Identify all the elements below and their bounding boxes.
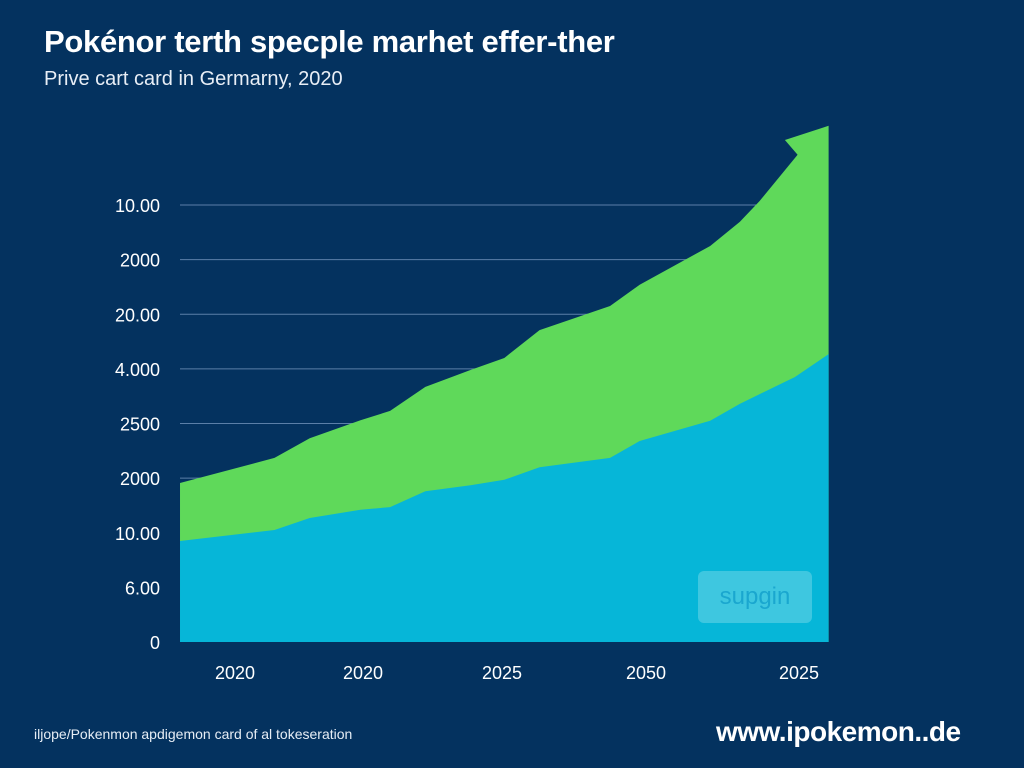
x-tick-label: 2020 [343, 663, 383, 683]
chart-subtitle: Prive cart card in Germarny, 2020 [44, 68, 343, 90]
x-tick-label: 2025 [779, 663, 819, 683]
y-tick-label: 0 [150, 633, 160, 653]
y-tick-label: 6.00 [125, 578, 160, 598]
y-tick-label: 10.00 [115, 196, 160, 216]
chart-title: Pokénor terth specple marhet effer-ther [44, 24, 615, 59]
website-link[interactable]: www.ipokemon..de [716, 716, 961, 747]
y-tick-label: 4.000 [115, 360, 160, 380]
y-tick-label: 2000 [120, 251, 160, 271]
y-tick-label: 10.00 [115, 524, 160, 544]
x-tick-label: 2020 [215, 663, 255, 683]
y-tick-label: 20.00 [115, 305, 160, 325]
chart-annotation-badge: supgin [698, 571, 812, 623]
y-tick-label: 2000 [120, 469, 160, 489]
x-tick-label: 2025 [482, 663, 522, 683]
y-tick-label: 2500 [120, 415, 160, 435]
source-note: iljope/Pokenmon apdigemon card of al tok… [34, 726, 353, 742]
x-tick-label: 2050 [626, 663, 666, 683]
area-series-1 [180, 354, 829, 642]
